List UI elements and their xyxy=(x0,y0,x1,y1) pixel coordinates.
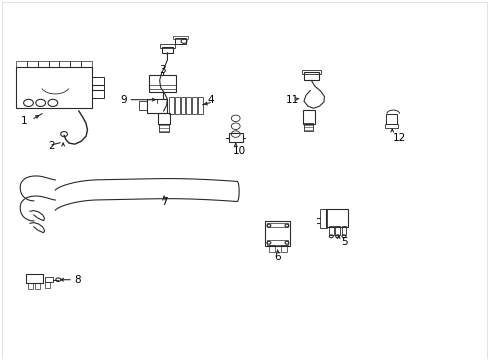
Bar xyxy=(334,226,339,234)
Bar xyxy=(139,102,147,111)
Text: 5: 5 xyxy=(341,237,347,247)
Text: 12: 12 xyxy=(392,133,406,143)
Bar xyxy=(173,36,187,40)
Bar xyxy=(303,110,314,124)
Bar xyxy=(168,97,173,114)
Bar xyxy=(38,60,49,67)
Bar xyxy=(60,60,70,67)
Bar xyxy=(81,60,92,67)
Bar xyxy=(385,114,396,125)
Bar xyxy=(304,72,318,80)
Text: 4: 4 xyxy=(206,95,213,105)
Text: 2: 2 xyxy=(48,141,55,151)
Bar xyxy=(180,97,185,114)
Bar xyxy=(27,60,38,67)
Bar xyxy=(159,124,168,132)
Bar xyxy=(175,39,185,44)
Bar xyxy=(160,44,174,48)
Bar xyxy=(174,97,179,114)
Bar xyxy=(44,277,53,282)
Bar xyxy=(328,226,333,234)
Bar xyxy=(35,283,40,289)
Bar xyxy=(281,245,286,252)
Bar xyxy=(49,60,60,67)
Bar xyxy=(302,70,320,74)
Bar xyxy=(326,210,347,226)
Bar xyxy=(92,77,104,98)
Bar xyxy=(44,282,50,288)
Bar xyxy=(16,60,27,67)
Bar xyxy=(268,245,274,252)
Text: 1: 1 xyxy=(21,116,27,126)
Text: 10: 10 xyxy=(233,145,245,156)
Bar xyxy=(147,99,167,113)
Text: 11: 11 xyxy=(285,95,298,105)
Bar xyxy=(198,97,203,114)
Bar xyxy=(161,47,173,53)
Bar xyxy=(228,134,242,142)
Bar xyxy=(149,75,176,92)
Bar xyxy=(158,113,170,125)
Bar xyxy=(27,283,33,289)
Bar xyxy=(267,240,287,244)
Bar xyxy=(304,123,313,131)
Bar xyxy=(26,274,42,283)
Text: 7: 7 xyxy=(161,197,167,207)
Bar xyxy=(267,223,287,227)
Bar xyxy=(70,60,81,67)
Bar xyxy=(265,221,289,246)
Text: 3: 3 xyxy=(159,65,165,75)
Bar xyxy=(320,209,327,228)
Text: 9: 9 xyxy=(121,95,127,105)
Bar xyxy=(16,67,92,108)
Bar xyxy=(186,97,191,114)
Text: 8: 8 xyxy=(74,275,81,285)
Bar xyxy=(384,124,397,128)
Text: 6: 6 xyxy=(274,252,281,262)
Bar xyxy=(341,226,346,234)
Bar xyxy=(192,97,197,114)
